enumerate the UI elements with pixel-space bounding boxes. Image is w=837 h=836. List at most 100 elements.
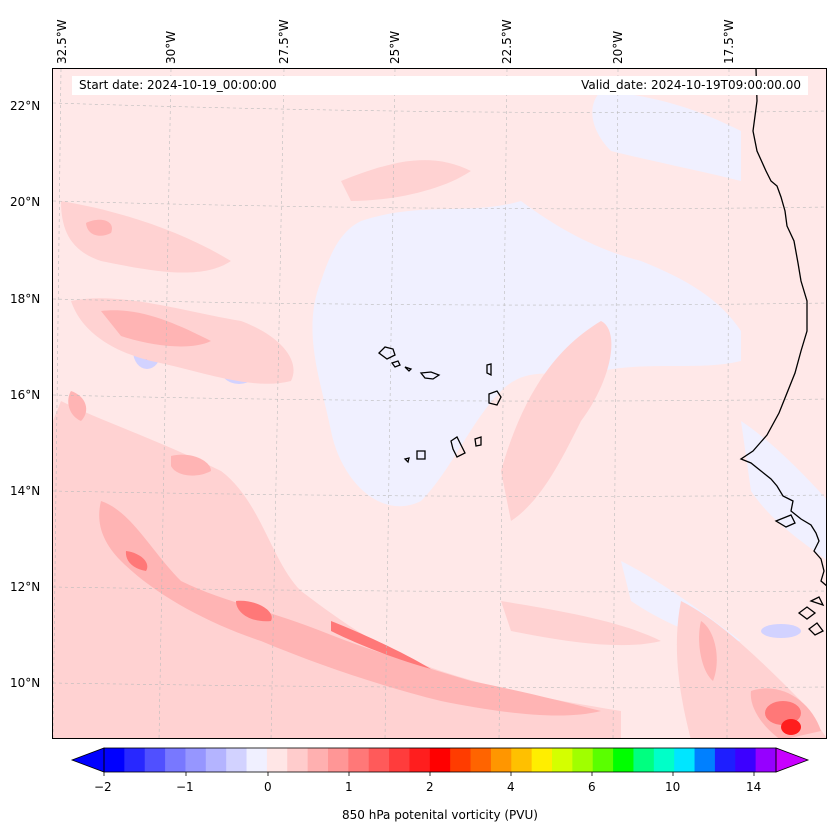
grid-lat-14n (53, 490, 826, 497)
colorbar-segment (185, 748, 207, 772)
colorbar-tick-label-10: 10 (665, 780, 681, 794)
island-sal (486, 363, 492, 377)
lat-label-10n: 10°N (10, 676, 41, 690)
colorbar-tick-label-1: 1 (345, 780, 353, 794)
colorbar-segment (104, 748, 125, 772)
lon-label-30w: 30°W (164, 30, 178, 64)
grid-lon-30w (158, 69, 172, 738)
colorbar-tick-label-neg1: −1 (176, 780, 194, 794)
pos-spot-northwest (86, 219, 112, 236)
positive-pv-max (781, 719, 801, 735)
island-maio (474, 436, 482, 447)
grid-lon-25w (384, 69, 396, 738)
lon-label-22-5w: 22.5°W (500, 19, 514, 64)
coast-bissagos-island-1 (797, 606, 817, 620)
colorbar-title: 850 hPa potenital vorticity (PVU) (342, 808, 538, 822)
island-santa-luzia (404, 366, 413, 372)
colorbar-extend-max (775, 747, 810, 773)
lon-label-20w: 20°W (611, 30, 625, 64)
colorbar-segment (592, 748, 614, 772)
colorbar-segment (470, 748, 492, 772)
colorbar-segment (694, 748, 716, 772)
pos-strong-west (125, 551, 148, 571)
colorbar-segment (328, 748, 349, 772)
grid-lon-27-5w (270, 69, 285, 738)
colorbar-segment (205, 748, 227, 772)
colorbar-segment (409, 748, 431, 772)
pv-field (53, 69, 826, 738)
grid-lat-10n (53, 682, 826, 689)
colorbar-segment (307, 748, 329, 772)
colorbar-segment (735, 748, 757, 772)
lon-label-32-5w: 32.5°W (55, 19, 69, 64)
colorbar-tick-label-2: 2 (426, 780, 434, 794)
colorbar-segment (165, 748, 187, 772)
colorbar-segment (633, 748, 655, 772)
start-date-label: Start date: 2024-10-19_00:00:00 (79, 78, 277, 92)
lat-label-14n: 14°N (10, 484, 41, 498)
colorbar-tick-label-4: 4 (507, 780, 515, 794)
colorbar-segment (572, 748, 594, 772)
grid-lat-18n (53, 298, 826, 306)
colorbar-segment (613, 748, 635, 772)
colorbar-segment (450, 748, 472, 772)
map-panel[interactable] (52, 68, 827, 739)
colorbar-segment (653, 748, 675, 772)
colorbar-segment (714, 748, 736, 772)
colorbar-tick-label-6: 6 (588, 780, 596, 794)
east-low-region (741, 421, 826, 560)
lat-label-18n: 18°N (10, 292, 41, 306)
colorbar-segment (287, 748, 309, 772)
colorbar-segment (266, 748, 288, 772)
colorbar-segment (674, 748, 696, 772)
coast-bissagos-island-2 (808, 622, 824, 636)
lat-label-16n: 16°N (10, 388, 41, 402)
coast-gambia-inlet (774, 514, 796, 528)
colorbar-segment (226, 748, 248, 772)
lat-label-22n: 22°N (10, 99, 41, 113)
grid-lat-16n (53, 394, 826, 402)
island-santo-antao (378, 346, 396, 360)
pos-spot-edge (68, 391, 87, 421)
lon-label-25w: 25°W (388, 30, 402, 64)
island-sao-nicolau (419, 371, 441, 380)
grid-lon-32-5w (53, 69, 62, 738)
colorbar-extend-min (70, 747, 105, 773)
pos-spot-west (171, 454, 211, 476)
colorbar-segment (552, 748, 573, 772)
colorbar-segment (246, 748, 268, 772)
colorbar-ticks (103, 772, 755, 776)
colorbar-tick-label-neg2: −2 (94, 780, 112, 794)
positive-pv-light (53, 160, 826, 738)
grid-lat-20n (53, 200, 826, 210)
island-brava (403, 457, 410, 464)
african-coastline (739, 69, 826, 636)
grid-lon-22-5w (498, 69, 508, 738)
colorbar-segment (429, 748, 451, 772)
colorbar-segment (368, 748, 390, 772)
island-santiago (450, 436, 466, 458)
coast-mainland (739, 69, 826, 587)
grid-lat-12n (53, 586, 826, 593)
island-sao-vicente (390, 360, 401, 368)
pos-band-northwest (61, 201, 231, 273)
pos-band-mid (501, 321, 612, 521)
colorbar-segments (104, 748, 777, 772)
pos-strong-11-5n (236, 600, 272, 622)
colorbar-segment (124, 748, 146, 772)
colorbar-segment (755, 748, 777, 772)
pos-strong-southeast (765, 701, 801, 725)
island-fogo (416, 450, 426, 460)
cape-verde-islands (378, 346, 502, 464)
grid-lon-20w (612, 69, 619, 738)
colorbar-segment (490, 748, 512, 772)
pos-band-south-mid (501, 601, 661, 646)
pos-max-southeast (781, 719, 801, 735)
colorbar-tick-label-14: 14 (746, 780, 762, 794)
pos-filament-south (99, 501, 602, 716)
valid-date-label: Valid_date: 2024-10-19T09:00:00.00 (581, 78, 801, 92)
north-low-region (592, 91, 741, 181)
colorbar-outline (103, 747, 777, 773)
lat-label-12n: 12°N (10, 580, 41, 594)
